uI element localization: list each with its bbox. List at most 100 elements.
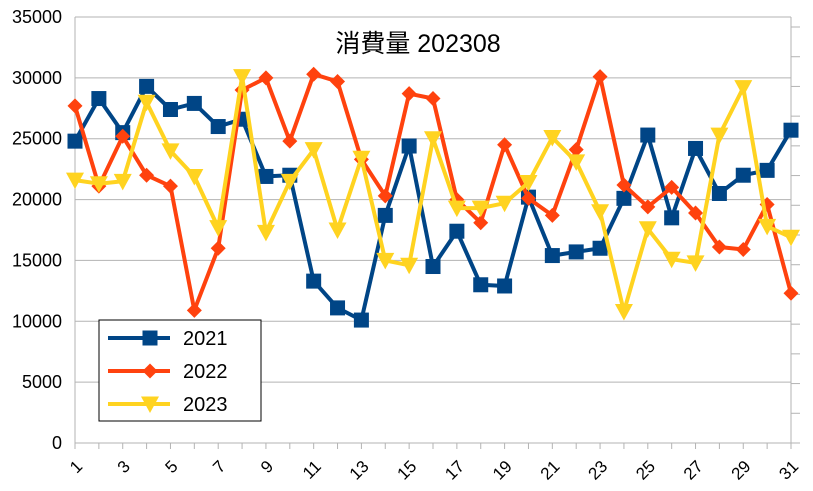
data-point-2023: [400, 257, 419, 275]
data-point-2022: [711, 239, 727, 255]
x-tick-label: 5: [162, 457, 182, 477]
data-point-2022: [210, 240, 226, 256]
legend-label-2022: 2022: [183, 361, 228, 383]
x-tick-label: 7: [209, 457, 229, 477]
legend-marker-2021: [142, 330, 158, 346]
data-point-2022: [616, 177, 632, 193]
data-point-2022: [306, 66, 322, 82]
data-point-2023: [233, 69, 252, 86]
legend-item-2023: 2023: [108, 394, 228, 416]
data-point-2023: [137, 94, 156, 112]
legend: 2021 2022 2023: [98, 319, 262, 422]
data-point-2022: [139, 167, 155, 183]
series-lines: [66, 66, 800, 328]
series-2021: [67, 78, 799, 328]
data-point-2021: [497, 278, 513, 294]
x-tick-label: 11: [299, 457, 325, 483]
legend-item-2022: 2022: [108, 361, 228, 383]
data-point-2023: [710, 127, 729, 145]
x-tick-label: 3: [114, 457, 134, 477]
data-point-2023: [782, 229, 800, 247]
legend-marker-2023: [141, 396, 159, 413]
data-point-2021: [91, 91, 107, 107]
data-point-2023: [304, 142, 323, 159]
data-point-2022: [735, 241, 751, 257]
x-axis-tick-labels: 1 3 5 7 9 11 13 15 17 19 21 23 25 27 29 31: [66, 457, 802, 484]
data-point-2021: [425, 259, 441, 275]
legend-label-2023: 2023: [183, 394, 228, 416]
data-point-2023: [185, 168, 204, 186]
data-point-2023: [256, 224, 275, 242]
data-point-2021: [449, 223, 465, 239]
data-point-2022: [783, 285, 799, 301]
x-tick-label: 1: [66, 457, 86, 477]
data-point-2021: [258, 168, 274, 184]
data-point-2021: [401, 138, 417, 154]
data-point-2022: [425, 91, 441, 107]
data-point-2023: [352, 150, 371, 168]
data-point-2022: [67, 98, 83, 114]
data-point-2023: [662, 251, 681, 269]
data-point-2023: [328, 222, 347, 239]
data-point-2022: [115, 128, 131, 144]
data-point-2023: [734, 80, 753, 97]
y-tick-label: 30000: [12, 68, 62, 88]
data-point-2023: [113, 173, 132, 191]
data-point-2023: [280, 173, 299, 191]
x-tick-label: 23: [584, 457, 611, 484]
data-point-2021: [735, 167, 751, 183]
data-point-2022: [258, 70, 274, 86]
data-point-2022: [401, 86, 417, 102]
data-point-2023: [758, 218, 777, 236]
data-point-2022: [520, 190, 536, 206]
data-point-2022: [473, 215, 489, 231]
data-point-2021: [664, 210, 680, 226]
data-point-2023: [638, 221, 657, 238]
data-point-2021: [353, 312, 369, 328]
series-2022: [67, 66, 799, 318]
x-tick-label: 31: [775, 457, 802, 484]
data-point-2021: [186, 95, 202, 111]
data-point-2021: [568, 244, 584, 260]
y-tick-label: 15000: [12, 250, 62, 270]
data-point-2021: [377, 207, 393, 223]
chart-title: 消費量 202308: [335, 30, 500, 58]
data-point-2022: [282, 133, 298, 149]
x-tick-label: 25: [632, 457, 659, 484]
data-point-2022: [330, 74, 346, 90]
data-point-2021: [640, 127, 656, 143]
data-point-2023: [424, 131, 442, 148]
data-point-2021: [783, 122, 799, 138]
data-point-2021: [473, 277, 489, 293]
data-point-2021: [592, 240, 608, 256]
data-point-2022: [568, 142, 584, 158]
data-point-2022: [592, 69, 608, 85]
data-point-2023: [495, 195, 514, 213]
y-tick-label: 10000: [12, 311, 62, 331]
data-point-2023: [471, 200, 490, 218]
data-point-2023: [686, 255, 705, 272]
data-point-2023: [567, 154, 586, 171]
data-point-2023: [614, 304, 633, 321]
data-point-2021: [67, 133, 83, 149]
data-point-2021: [139, 78, 155, 94]
legend-label-2021: 2021: [183, 328, 228, 350]
data-point-2021: [544, 248, 560, 264]
data-point-2023: [209, 220, 228, 237]
data-point-2022: [640, 199, 656, 215]
y-tick-label: 5000: [22, 372, 62, 392]
data-point-2021: [162, 102, 178, 118]
x-tick-label: 17: [441, 457, 468, 484]
data-point-2022: [664, 179, 680, 195]
y-tick-label: 20000: [12, 190, 62, 210]
data-point-2021: [616, 190, 632, 206]
data-point-2023: [66, 172, 84, 190]
x-tick-label: 19: [489, 457, 516, 484]
series-line-2023: [74, 74, 792, 314]
y-axis-tick-labels: 0 5000 10000 15000 20000 25000 30000 35000: [12, 7, 62, 453]
x-tick-label: 21: [537, 457, 564, 484]
series-2023: [66, 69, 800, 321]
data-point-2021: [306, 273, 322, 289]
data-point-2023: [161, 143, 180, 160]
